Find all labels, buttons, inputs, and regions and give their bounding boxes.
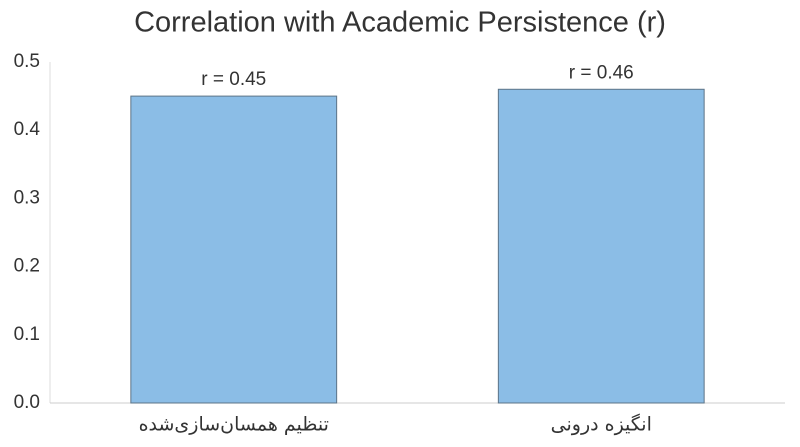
- value-label: r = 0.46: [569, 62, 634, 83]
- x-tick-label: انگیزه درونی: [551, 413, 652, 436]
- bar: [497, 88, 705, 404]
- y-tick-label: 0.4: [14, 119, 41, 140]
- bar: [130, 95, 338, 404]
- y-tick-label: 0.3: [14, 187, 40, 208]
- y-tick-label: 0.2: [14, 256, 40, 277]
- y-tick-label: 0.0: [14, 392, 40, 413]
- y-tick-label: 0.5: [14, 51, 40, 72]
- chart-title: Correlation with Academic Persistence (r…: [134, 7, 666, 39]
- value-label: r = 0.45: [201, 69, 266, 90]
- y-tick-label: 0.1: [14, 324, 40, 345]
- x-tick-label: تنظیم همسان‌سازی‌شده: [139, 414, 329, 436]
